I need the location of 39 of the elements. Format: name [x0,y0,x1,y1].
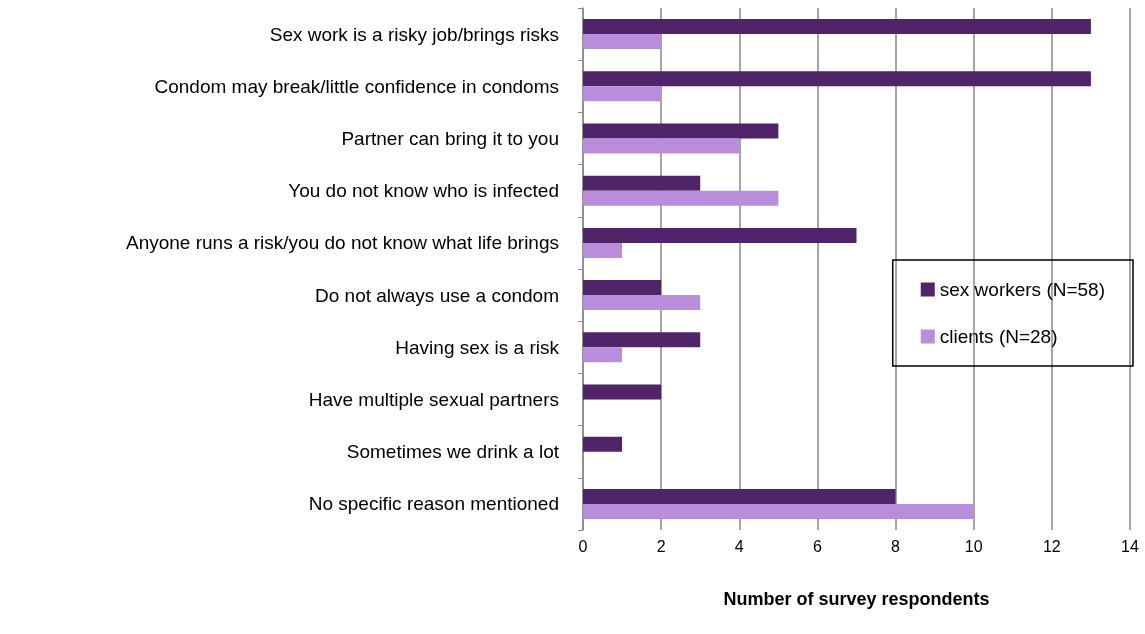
x-tick-label: 2 [656,537,666,555]
bar [583,242,623,258]
legend-label: clients (N=28) [939,326,1058,347]
legend-label: sex workers (N=58) [939,279,1106,300]
x-axis-title: Number of survey respondents [723,589,990,609]
y-tick-label: No specific reason mentioned [308,493,559,515]
x-tick-label: 0 [578,537,588,555]
bar [583,503,974,519]
x-tick-label: 4 [734,537,744,555]
y-tick-label: Sometimes we drink a lot [346,441,560,463]
bar [583,384,662,400]
bar [583,488,896,504]
bar [583,436,623,452]
bar [583,295,701,311]
x-tick-label: 14 [1121,537,1139,555]
x-tick-label: 6 [812,537,822,555]
y-tick-label: Anyone runs a risk/you do not know what life brings [125,232,559,254]
bar [583,190,779,206]
bar [583,138,740,154]
bar [583,123,779,139]
x-tick-label: 10 [964,537,983,555]
bar [583,34,662,50]
bar [583,227,857,243]
bar [583,19,1091,35]
x-tick-label: 8 [891,537,901,555]
bar [583,347,623,363]
bar [583,175,701,191]
bar [583,280,662,296]
y-tick-label: Sex work is a risky job/brings risks [269,23,559,45]
y-tick-label: Condom may break/little confidence in condoms [154,75,559,97]
y-tick-label: Do not always use a condom [315,284,559,306]
bar [583,86,662,102]
y-tick-label: Partner can bring it to you [341,128,559,149]
y-tick-label: Having sex is a risk [395,336,560,358]
bar [583,71,1091,87]
x-tick-label: 12 [1042,537,1061,555]
y-tick-label: Have multiple sexual partners [308,389,559,410]
y-tick-label: You do not know who is infected [288,180,559,202]
bar [583,332,701,348]
